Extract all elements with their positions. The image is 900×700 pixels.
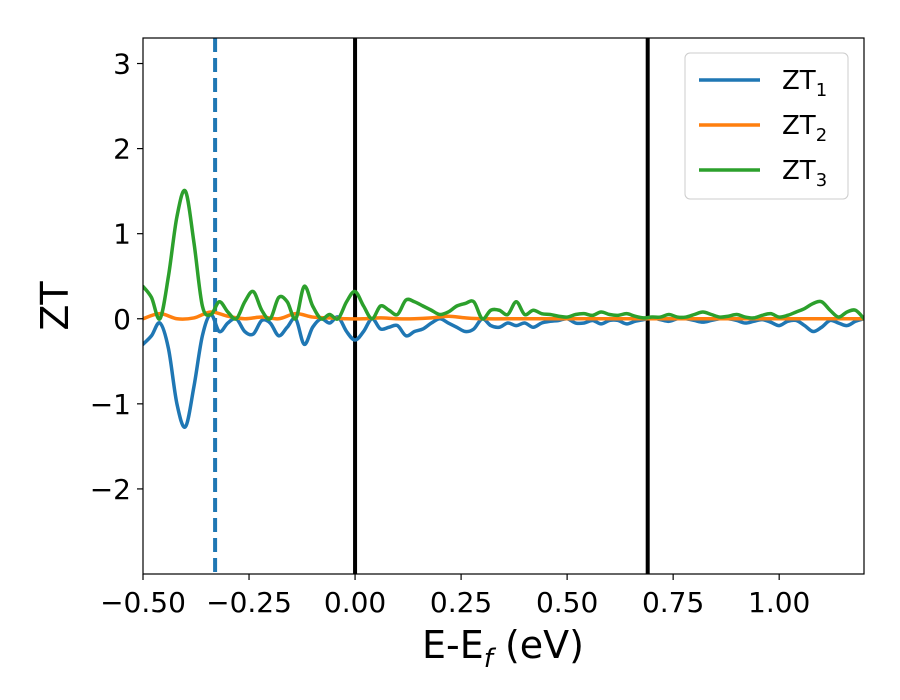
x-tick-label: 0.75 <box>642 586 704 619</box>
x-axis-ticks: −0.50 −0.25 0.00 0.25 0.50 0.75 1.00 <box>100 574 810 619</box>
y-tick-label: 3 <box>113 48 131 81</box>
series-line-1 <box>143 312 864 429</box>
y-tick-label: 1 <box>113 218 131 251</box>
y-tick-label: 2 <box>113 133 131 166</box>
y-tick-label: −1 <box>90 388 131 421</box>
y-tick-label: 0 <box>113 303 131 336</box>
y-tick-label: −2 <box>90 473 131 506</box>
y-axis-ticks: −2 −1 0 1 2 3 <box>90 48 143 506</box>
x-tick-label: −0.50 <box>100 586 186 619</box>
y-axis-label: ZT <box>33 281 77 331</box>
series-lines <box>143 188 864 429</box>
x-tick-label: 1.00 <box>748 586 810 619</box>
x-axis-label: E-Ef (eV) <box>422 623 584 674</box>
legend-label-2: ZT2 <box>782 111 827 146</box>
legend-label-3: ZT3 <box>782 156 827 191</box>
x-tick-label: −0.25 <box>206 586 292 619</box>
x-tick-label: 0.50 <box>536 586 598 619</box>
plot-frame <box>142 37 865 575</box>
x-tick-label: 0.00 <box>324 586 386 619</box>
legend: ZT1 ZT2 ZT3 <box>684 52 849 200</box>
series-line-3 <box>143 188 864 321</box>
x-tick-label: 0.25 <box>430 586 492 619</box>
legend-label-1: ZT1 <box>782 66 827 101</box>
legend-box <box>684 52 849 200</box>
reference-lines <box>213 38 650 574</box>
